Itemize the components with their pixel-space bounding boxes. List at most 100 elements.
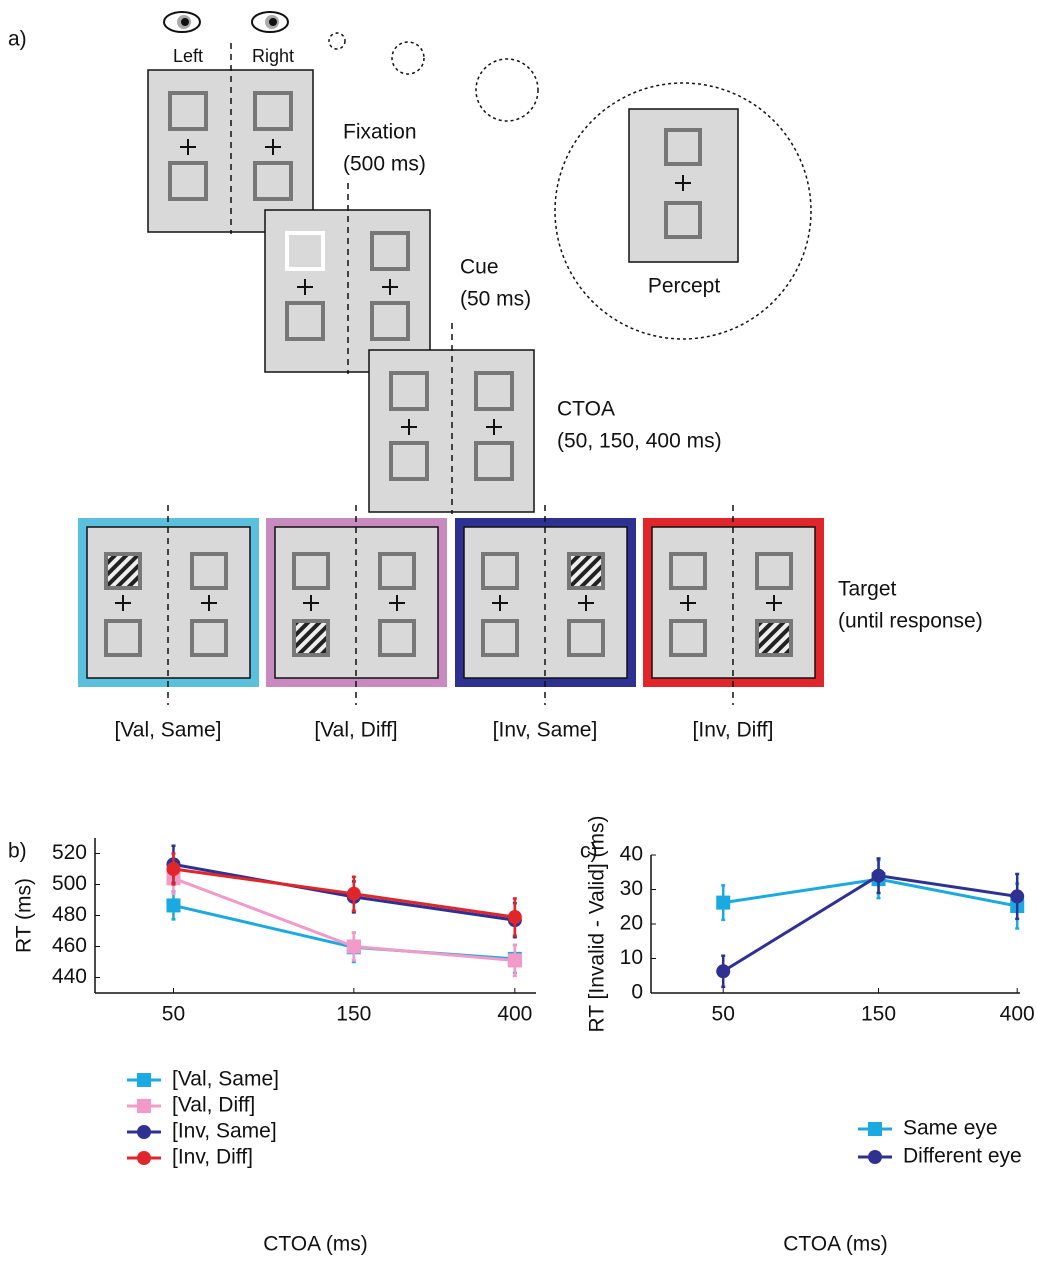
placeholder-box [669, 619, 707, 657]
placeholder-box [292, 552, 330, 590]
legend-marker [137, 1125, 151, 1139]
placeholder-box [755, 552, 793, 590]
series-line [173, 867, 516, 919]
stage-duration: (until response) [838, 610, 983, 633]
point [1010, 889, 1025, 904]
legend-marker [137, 1099, 151, 1113]
point [166, 898, 181, 913]
y-tick-label: 460 [52, 934, 87, 957]
y-tick-label: 440 [52, 965, 87, 988]
eye-label: Right [252, 46, 294, 66]
x-tick-label: 150 [336, 1003, 371, 1026]
series-line [722, 874, 1018, 973]
x-tick-label: 50 [162, 1003, 185, 1026]
y-tick-label: 30 [620, 877, 643, 900]
legend-marker [868, 1150, 882, 1164]
target-frame [78, 518, 259, 687]
placeholder-box [285, 231, 325, 271]
display-screen [147, 69, 314, 233]
x-tick-label: 50 [712, 1003, 735, 1026]
condition-label: [Inv, Diff] [693, 719, 774, 742]
placeholder-box [104, 619, 142, 657]
point [166, 862, 181, 876]
stage-duration: (50, 150, 400 ms) [557, 430, 722, 453]
placeholder-box [755, 619, 793, 657]
placeholder-box [474, 441, 514, 481]
placeholder-box [253, 161, 293, 201]
x-tick-label: 400 [1000, 1003, 1035, 1026]
stage-label: Target [838, 578, 897, 601]
x-axis-label: CTOA (ms) [783, 1233, 888, 1256]
y-tick-label: 0 [631, 981, 643, 1004]
placeholder-box [567, 619, 605, 657]
placeholder-box [664, 128, 702, 166]
stage-label: Cue [460, 256, 499, 279]
placeholder-box [389, 371, 429, 411]
legend-marker [137, 1073, 151, 1087]
panel-label: c) [580, 840, 598, 863]
display-screen [368, 349, 535, 513]
y-tick-label: 40 [620, 843, 643, 866]
placeholder-box [378, 619, 416, 657]
placeholder-box [104, 552, 142, 590]
target-frame [266, 518, 447, 687]
placeholder-box [370, 231, 410, 271]
panel-label: a) [8, 28, 27, 51]
placeholder-box [285, 301, 325, 341]
placeholder-box [474, 371, 514, 411]
target-frame [455, 518, 636, 687]
y-tick-label: 20 [620, 912, 643, 935]
eye-icons [163, 11, 289, 33]
placeholder-box [370, 301, 410, 341]
x-tick-label: 150 [861, 1003, 896, 1026]
display-screen [264, 209, 431, 373]
y-axis-label: RT (ms) [13, 878, 36, 953]
legend-label: [Inv, Diff] [172, 1146, 253, 1169]
placeholder-box [253, 91, 293, 131]
placeholder-box [669, 552, 707, 590]
placeholder-box [389, 441, 429, 481]
stage-duration: (500 ms) [343, 153, 426, 176]
legend-label: [Val, Diff] [172, 1094, 255, 1117]
placeholder-box [664, 201, 702, 239]
target-frame [643, 518, 824, 687]
placeholder-box [168, 91, 208, 131]
placeholder-box [292, 619, 330, 657]
point [507, 953, 522, 968]
percept-label: Percept [648, 275, 721, 298]
stage-duration: (50 ms) [460, 288, 531, 311]
series-line [722, 877, 1018, 908]
placeholder-box [190, 619, 228, 657]
condition-label: [Val, Diff] [314, 719, 397, 742]
y-axis-label: RT [Invalid - Valid] (ms) [586, 815, 609, 1032]
x-axis-label: CTOA (ms) [263, 1233, 368, 1256]
eye-label: Left [173, 46, 203, 66]
stage-label: CTOA [557, 398, 615, 421]
legend-label: [Inv, Same] [172, 1120, 277, 1143]
y-tick-label: 500 [52, 872, 87, 895]
point [871, 868, 886, 883]
x-tick-label: 400 [497, 1003, 532, 1026]
legend-marker [137, 1151, 151, 1165]
point [507, 910, 522, 925]
legend-label: Same eye [903, 1117, 998, 1140]
placeholder-box [378, 552, 416, 590]
point [346, 939, 361, 954]
condition-label: [Val, Same] [115, 719, 222, 742]
point [716, 895, 731, 910]
placeholder-box [567, 552, 605, 590]
legend-marker [868, 1122, 882, 1136]
y-tick-label: 10 [620, 946, 643, 969]
percept-bubbles [328, 32, 812, 340]
stage-label: Fixation [343, 121, 417, 144]
panel-label: b) [8, 840, 27, 863]
legend-label: [Val, Same] [172, 1068, 279, 1091]
placeholder-box [168, 161, 208, 201]
series-line [172, 876, 515, 962]
y-tick-label: 480 [52, 903, 87, 926]
condition-label: [Inv, Same] [493, 719, 598, 742]
y-tick-label: 520 [52, 841, 87, 864]
placeholder-box [190, 552, 228, 590]
legend-label: Different eye [903, 1145, 1022, 1168]
